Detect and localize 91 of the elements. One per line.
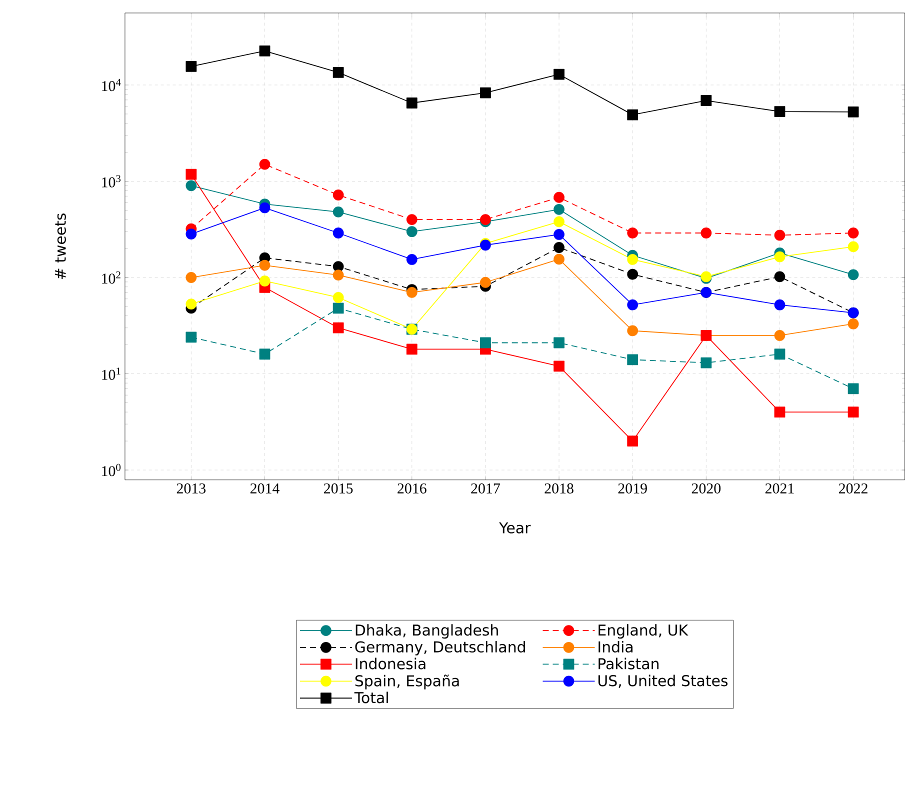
y-tick-label: 10$^{0}$	[102, 464, 121, 476]
x-tick-label: 2018	[544, 483, 574, 494]
point	[627, 254, 638, 266]
point	[848, 406, 859, 418]
point	[774, 348, 786, 360]
x-tick-label: 2015	[324, 483, 353, 494]
legend-label: Indonesia	[356, 658, 426, 670]
point	[259, 348, 270, 360]
x-tick-label: 2019	[618, 483, 647, 494]
point	[406, 226, 418, 238]
point	[186, 180, 197, 192]
point	[480, 337, 491, 348]
point	[186, 168, 197, 180]
point	[259, 260, 270, 271]
point	[259, 276, 270, 287]
x-tick-label: 2016	[398, 483, 426, 494]
legend-label: India	[598, 641, 632, 653]
point	[480, 87, 491, 98]
y-tick-label: 10$^{1}$	[102, 368, 120, 380]
point	[554, 69, 564, 80]
point	[848, 228, 859, 239]
legend-label: England, UK	[598, 624, 688, 639]
point	[554, 242, 564, 254]
y-tick-label: 10$^{3}$	[102, 175, 121, 188]
legend-label: US, United States	[598, 674, 728, 688]
point	[332, 302, 344, 314]
x-axis-title: Year	[499, 522, 531, 534]
point	[406, 254, 418, 266]
point	[332, 270, 344, 281]
x-tick-label: 2013	[176, 483, 206, 494]
point	[554, 229, 564, 240]
point	[554, 360, 564, 372]
point	[186, 298, 197, 310]
x-tick-label: 2021	[765, 483, 794, 494]
x-tick-label: 2014	[250, 483, 280, 494]
point	[186, 61, 197, 72]
point	[848, 383, 859, 394]
point	[259, 202, 270, 214]
y-tick-label: 10$^{4}$	[102, 78, 121, 92]
point	[259, 46, 270, 56]
point	[554, 204, 564, 215]
point	[627, 436, 638, 447]
point	[774, 271, 786, 282]
point	[186, 332, 197, 343]
y-axis-title: # tweets	[55, 214, 66, 280]
point	[774, 299, 786, 310]
point	[186, 228, 197, 240]
point	[627, 354, 638, 366]
point	[627, 325, 638, 336]
point	[554, 216, 564, 228]
x-tick-label: 2020	[692, 483, 721, 494]
y-tick-label: 10$^{2}$	[102, 271, 120, 284]
legend-label: Total	[354, 692, 388, 704]
point	[627, 268, 638, 280]
point	[332, 322, 344, 334]
point	[406, 214, 418, 226]
point	[774, 230, 786, 241]
x-tick-label: 2022	[839, 483, 868, 494]
point	[406, 287, 418, 298]
point	[332, 206, 344, 218]
point	[186, 272, 197, 284]
point	[627, 299, 638, 310]
point	[848, 269, 859, 280]
x-tick-label: 2017	[471, 483, 500, 494]
point	[774, 106, 786, 118]
point	[700, 95, 712, 106]
point	[259, 158, 270, 170]
point	[554, 337, 564, 348]
point	[774, 406, 786, 418]
point	[406, 344, 418, 355]
point	[406, 98, 418, 109]
legend-label: Dhaka, Bangladesh	[356, 624, 498, 639]
point	[332, 190, 344, 201]
point	[332, 67, 344, 78]
point	[480, 277, 491, 288]
point	[332, 292, 344, 304]
point	[774, 330, 786, 341]
point	[627, 109, 638, 120]
point	[848, 106, 859, 118]
point	[700, 357, 712, 368]
point	[627, 228, 638, 239]
point	[848, 241, 859, 252]
point	[332, 228, 344, 239]
legend-label: Spain, España	[355, 674, 459, 690]
point	[554, 192, 564, 203]
point	[700, 228, 712, 239]
point	[774, 251, 786, 262]
legend-label: Germany, Deutschland	[355, 641, 525, 656]
legend-label: Pakistan	[598, 658, 658, 670]
point	[848, 318, 859, 330]
point	[554, 254, 564, 265]
